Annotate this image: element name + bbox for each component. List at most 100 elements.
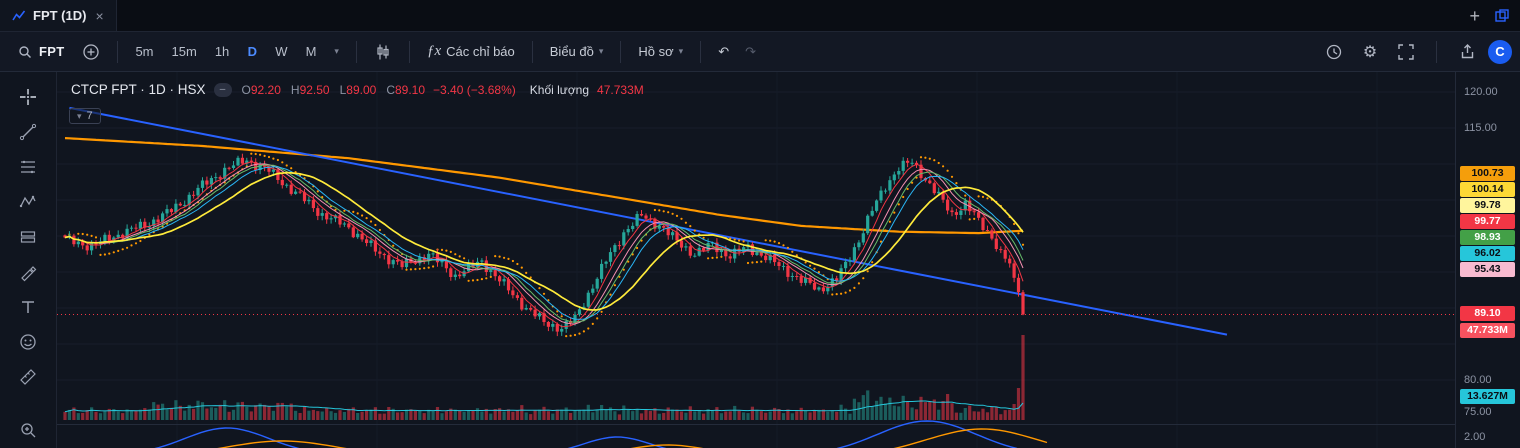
last-price-label: 89.10 [1460, 306, 1515, 321]
add-tab-button[interactable]: + [1469, 5, 1480, 26]
change-value: −3.40 (−3.68%) [433, 82, 516, 97]
compare-add-symbol-button[interactable] [74, 38, 108, 66]
drawing-toolbar [0, 72, 57, 448]
broker-logo[interactable]: C [1488, 39, 1512, 64]
chart-menu-button[interactable]: Biểu đồ ▾ [542, 38, 612, 66]
chevron-down-icon: ▾ [678, 46, 684, 56]
timeframe-menu-button[interactable]: ▾ [326, 38, 347, 66]
panel-expand-icon[interactable] [1494, 8, 1510, 24]
profile-menu-button[interactable]: Hồ sơ ▾ [630, 38, 691, 66]
redo-button[interactable]: ↷ [737, 38, 764, 66]
position-tool[interactable] [15, 226, 41, 248]
settings-button[interactable]: ⚙ [1355, 38, 1385, 66]
redo-icon: ↷ [745, 43, 756, 59]
volume-label: Khối lượng [529, 82, 590, 97]
volume-axis-label: 47.733M [1460, 323, 1515, 338]
high-value: 92.50 [299, 82, 330, 97]
high-label: H [290, 82, 300, 97]
chevron-down-icon: ▾ [334, 46, 339, 56]
toolbar-right: ⚙ C [1319, 38, 1512, 66]
measure-tool[interactable] [15, 366, 41, 388]
chart-canvas[interactable] [57, 72, 1455, 448]
profile-menu-label: Hồ sơ [638, 44, 674, 59]
axis-tick: 80.00 [1464, 374, 1492, 386]
bar-replay-button[interactable] [1319, 38, 1349, 66]
legend-toggle-icon[interactable]: – [213, 82, 232, 97]
timeframe-5m[interactable]: 5m [127, 38, 161, 66]
axis-tick: 2.00 [1464, 431, 1486, 443]
long-position-icon [20, 231, 36, 243]
chevron-down-icon: ▾ [77, 110, 82, 121]
indicators-collapse-chip[interactable]: ▾ 7 [69, 108, 101, 124]
axis-tick: 120.00 [1464, 86, 1498, 98]
toolbar-divider [408, 40, 410, 63]
xabcd-pattern-tool[interactable] [15, 191, 41, 213]
toolbar-divider [355, 40, 357, 63]
text-icon [22, 301, 34, 313]
chart-tab[interactable]: FPT (1D) × [0, 0, 117, 31]
timeframe-1d[interactable]: D [239, 38, 265, 66]
close-label: C [386, 82, 395, 97]
trend-line-icon [19, 123, 37, 141]
price-chart[interactable]: CTCP FPT · 1D · HSX – O92.20 H92.50 L89.… [57, 72, 1455, 448]
timeframe-1h[interactable]: 1h [207, 38, 237, 66]
symbol-search-value: FPT [39, 44, 65, 59]
toolbar-divider [531, 40, 533, 63]
legend-symbol-title[interactable]: CTCP FPT · 1D · HSX [71, 82, 206, 97]
search-icon [19, 45, 31, 58]
indicators-label: Các chỉ báo [446, 44, 515, 59]
low-value: 89.00 [346, 82, 377, 97]
toolbar-divider [700, 40, 702, 63]
zoom-in-icon [21, 423, 36, 438]
candlestick-icon [377, 44, 389, 59]
plus-circle-icon [83, 43, 100, 60]
open-value: 92.20 [250, 82, 281, 97]
open-label: O [241, 82, 251, 97]
ruler-icon [20, 369, 36, 385]
price-axis[interactable]: 120.00 115.00 80.00 75.00 2.00 100.73 10… [1455, 72, 1520, 448]
timeframe-group: 5m 15m 1h D W M ▾ [127, 38, 346, 66]
ma-price-label: 95.43 [1460, 262, 1515, 277]
fx-icon: ƒx [426, 43, 442, 59]
ma-price-label: 100.73 [1460, 166, 1515, 181]
ma-price-label: 99.78 [1460, 198, 1515, 213]
crosshair-tool[interactable] [15, 86, 41, 108]
toolbar-divider [117, 40, 119, 63]
timeframe-15m[interactable]: 15m [164, 38, 205, 66]
close-value: 89.10 [395, 82, 426, 97]
tab-title: FPT (1D) [33, 8, 87, 23]
indicators-button[interactable]: ƒx Các chỉ báo [419, 38, 523, 66]
timeframe-1w[interactable]: W [267, 38, 295, 66]
chart-legend: CTCP FPT · 1D · HSX – O92.20 H92.50 L89.… [71, 82, 644, 97]
chart-line-icon [12, 10, 26, 20]
zoom-tool[interactable] [15, 419, 41, 441]
chart-menu-label: Biểu đồ [549, 44, 594, 59]
fullscreen-button[interactable] [1391, 38, 1421, 66]
axis-tick: 115.00 [1464, 122, 1497, 134]
axis-tick: 75.00 [1464, 406, 1492, 418]
timeframe-1m[interactable]: M [298, 38, 325, 66]
share-icon [1461, 44, 1473, 59]
toolbar-divider [620, 40, 622, 63]
indicators-count: 7 [86, 110, 93, 122]
fib-retracement-tool[interactable] [15, 156, 41, 178]
ma-price-label: 98.93 [1460, 230, 1515, 245]
brush-tool[interactable] [15, 261, 41, 283]
fib-lines-icon [21, 160, 35, 174]
low-label: L [339, 82, 347, 97]
crosshair-icon [20, 89, 36, 105]
emoji-tool[interactable] [15, 331, 41, 353]
text-tool[interactable] [15, 296, 41, 318]
ma-price-label: 100.14 [1460, 182, 1515, 197]
trend-line-tool[interactable] [15, 121, 41, 143]
undo-icon: ↶ [718, 43, 730, 59]
tab-close-icon[interactable]: × [95, 7, 104, 24]
tab-bar: FPT (1D) × + [0, 0, 1520, 32]
volume-value: 47.733M [597, 82, 644, 97]
symbol-search[interactable]: FPT [8, 37, 75, 66]
gear-icon: ⚙ [1362, 43, 1378, 61]
share-button[interactable] [1452, 38, 1482, 66]
undo-button[interactable]: ↶ [710, 38, 737, 66]
main-toolbar: FPT 5m 15m 1h D W M ▾ ƒx Các chỉ báo Biể… [0, 32, 1520, 72]
chart-style-button[interactable] [366, 38, 400, 66]
